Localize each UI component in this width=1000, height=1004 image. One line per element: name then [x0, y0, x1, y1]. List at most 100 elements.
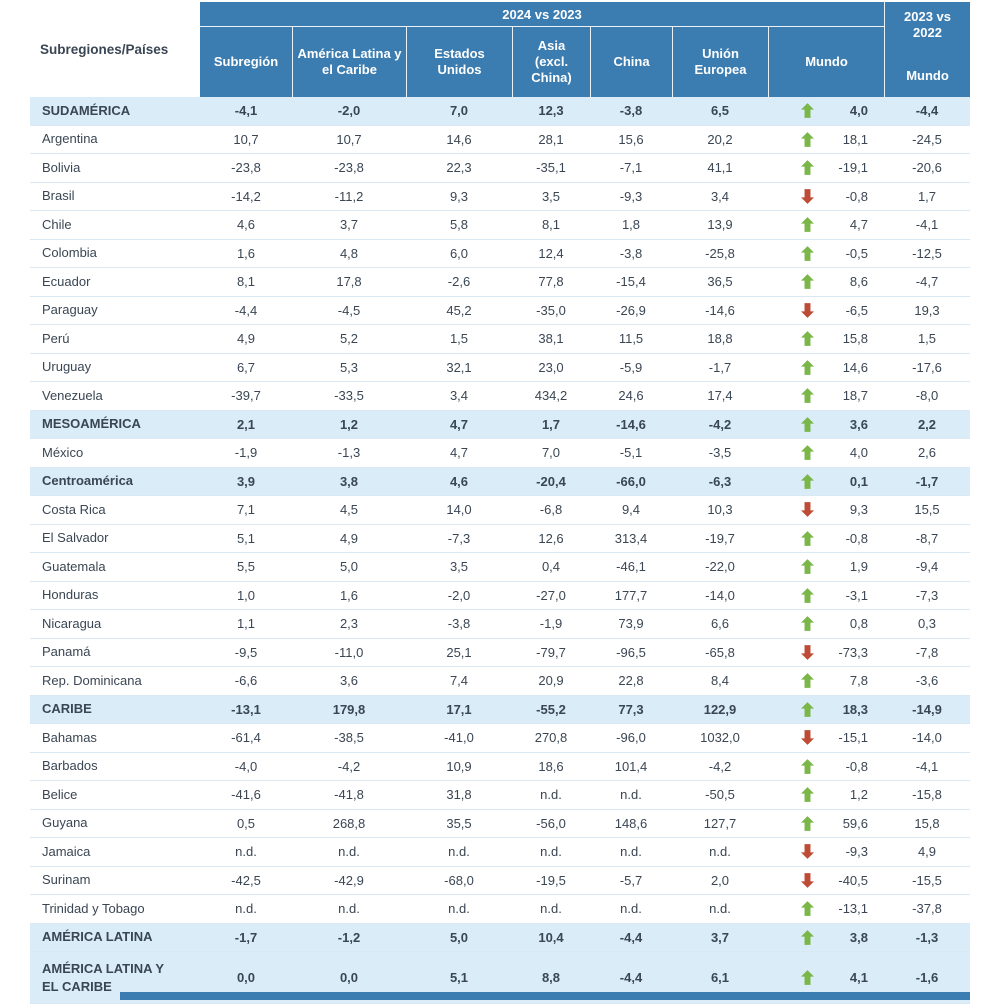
value-cell: 3,7 — [710, 929, 730, 945]
row-label: Paraguay — [42, 302, 98, 318]
value-cell: 4,6 — [449, 473, 469, 489]
up-arrow-icon — [801, 970, 814, 985]
up-arrow-icon — [801, 559, 814, 575]
up-arrow-icon — [801, 103, 814, 119]
mundo-cell: 3,8 — [768, 930, 884, 945]
down-arrow-icon — [801, 502, 814, 518]
right-header-bottom: Mundo — [906, 67, 949, 83]
value-cell: 7,0 — [449, 103, 469, 119]
table-header: Subregiones/Países 2024 vs 2023 Subregió… — [30, 2, 970, 97]
row-label: Honduras — [42, 587, 99, 603]
value-cell: n.d. — [540, 901, 562, 917]
value-cell: 10,9 — [446, 758, 472, 774]
value-cell: -96,0 — [616, 730, 646, 746]
up-arrow-icon — [801, 587, 814, 603]
row-label: CARIBE — [42, 701, 92, 717]
table-row: Panamá -9,5 -11,0 25,1 -79,7 -96,5 -65,8 -73,3 -… — [30, 639, 970, 667]
value-cell: -46,1 — [616, 559, 646, 575]
right-header-top: 2023 vs 2022 — [904, 9, 951, 41]
table-row: AMÉRICA LATINA -1,7 -1,2 5,0 10,4 -4,4 3,7 3,8 -… — [30, 923, 970, 952]
up-arrow-icon — [801, 160, 814, 176]
row-label: Argentina — [42, 131, 98, 147]
value-cell: -4,2 — [708, 416, 732, 432]
value-cell: 3,6 — [339, 673, 359, 689]
value-cell: 9,4 — [621, 502, 641, 518]
value-cell: 15,6 — [618, 131, 644, 147]
table-row: El Salvador 5,1 4,9 -7,3 12,6 313,4 -19,7 -0,8 -… — [30, 525, 970, 553]
value-cell: 14,0 — [446, 502, 472, 518]
row-label: México — [42, 444, 84, 460]
up-arrow-icon — [801, 274, 814, 290]
row-label: Nicaragua — [42, 615, 102, 631]
down-arrow-icon — [801, 644, 814, 660]
value-cell: 10,4 — [538, 929, 564, 945]
value-cell: 8,1 — [541, 217, 561, 233]
value-cell: 32,1 — [446, 359, 472, 375]
value-cell: 10,7 — [233, 131, 259, 147]
prev-mundo-value: -3,6 — [915, 673, 939, 689]
mundo-cell: 4,0 — [768, 445, 884, 460]
mundo-value: 15,8 — [842, 331, 868, 347]
trade-growth-table: Subregiones/Países 2024 vs 2023 Subregió… — [30, 2, 970, 1004]
mundo-value: 0,1 — [849, 473, 868, 489]
mundo-value: 18,1 — [842, 131, 868, 147]
value-cell: -3,8 — [447, 616, 471, 632]
value-cell: n.d. — [620, 901, 642, 917]
value-cell: -4,4 — [234, 302, 258, 318]
value-cell: n.d. — [448, 844, 470, 860]
value-cell: -23,8 — [334, 160, 364, 176]
value-cell: n.d. — [620, 844, 642, 860]
value-cell: 127,7 — [703, 815, 737, 831]
value-cell: 8,8 — [541, 970, 561, 985]
value-cell: 35,5 — [446, 815, 472, 831]
table-body: SUDAMÉRICA -4,1 -2,0 7,0 12,3 -3,8 6,5 4,0 -4,4 A… — [30, 97, 970, 1004]
value-cell: 38,1 — [538, 331, 564, 347]
value-cell: -5,7 — [619, 872, 643, 888]
mundo-cell: -15,1 — [768, 730, 884, 745]
value-cell: 122,9 — [703, 701, 737, 717]
mundo-cell: -9,3 — [768, 844, 884, 859]
value-cell: -39,7 — [231, 388, 261, 404]
table-row: Uruguay 6,7 5,3 32,1 23,0 -5,9 -1,7 14,6 -17,6 — [30, 354, 970, 382]
value-cell: 3,5 — [449, 559, 469, 575]
value-cell: 31,8 — [446, 787, 472, 803]
value-cell: 1,6 — [236, 245, 256, 261]
prev-mundo-value: 15,8 — [914, 815, 940, 831]
value-cell: 5,0 — [339, 559, 359, 575]
value-cell: 3,8 — [339, 473, 359, 489]
row-label: Barbados — [42, 758, 98, 774]
value-cell: -65,8 — [705, 644, 735, 660]
value-cell: -23,8 — [231, 160, 261, 176]
mundo-cell: 14,6 — [768, 360, 884, 375]
value-cell: n.d. — [448, 901, 470, 917]
value-cell: 6,5 — [710, 103, 730, 119]
prev-mundo-value: -17,6 — [912, 359, 942, 375]
mundo-cell: 8,6 — [768, 274, 884, 289]
value-cell: 9,3 — [449, 188, 469, 204]
mundo-cell: 4,7 — [768, 217, 884, 232]
mundo-cell: 1,2 — [768, 787, 884, 802]
value-cell: -35,1 — [536, 160, 566, 176]
value-cell: 5,2 — [339, 331, 359, 347]
value-cell: n.d. — [709, 844, 731, 860]
value-cell: 2,3 — [339, 616, 359, 632]
value-cell: 434,2 — [534, 388, 568, 404]
value-cell: n.d. — [235, 901, 257, 917]
value-cell: 4,9 — [339, 530, 359, 546]
mundo-cell: -19,1 — [768, 160, 884, 175]
value-cell: 3,4 — [710, 188, 730, 204]
value-cell: 17,1 — [446, 701, 472, 717]
prev-mundo-value: -37,8 — [912, 901, 942, 917]
mundo-cell: -40,5 — [768, 873, 884, 888]
value-cell: -6,6 — [234, 673, 258, 689]
value-cell: -22,0 — [705, 559, 735, 575]
mundo-cell: -73,3 — [768, 645, 884, 660]
column-header: Mundo — [768, 27, 884, 97]
value-cell: -1,3 — [337, 445, 361, 461]
value-cell: 4,7 — [449, 416, 469, 432]
up-arrow-icon — [801, 701, 814, 717]
prev-mundo-value: 2,2 — [917, 416, 937, 432]
value-cell: -14,0 — [705, 587, 735, 603]
value-cell: 20,2 — [707, 131, 733, 147]
mundo-value: 4,1 — [849, 970, 868, 985]
